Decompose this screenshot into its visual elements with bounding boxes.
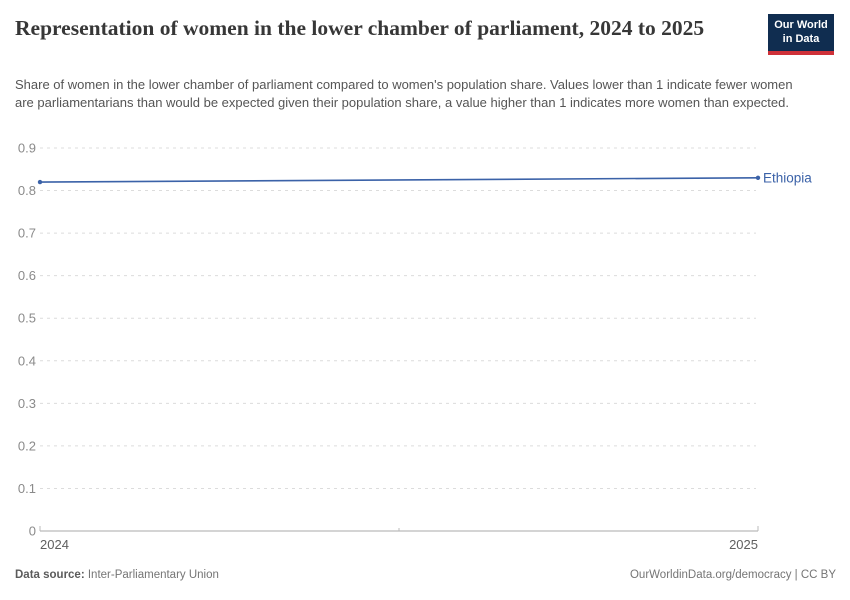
y-tick-label-0.5: 0.5	[18, 311, 36, 326]
attribution: OurWorldinData.org/democracy | CC BY	[629, 569, 836, 581]
data-source-value: Inter-Parliamentary Union	[84, 569, 219, 581]
y-tick-label-0.3: 0.3	[18, 396, 36, 411]
data-source-label: Data source:	[15, 569, 85, 581]
y-tick-label-0.9: 0.9	[18, 141, 36, 156]
y-tick-label-0: 0	[29, 524, 36, 539]
chart-footer: Data source: Inter-Parliamentary Union O…	[15, 569, 836, 581]
series-line-ethiopia[interactable]	[39, 176, 759, 183]
chart-title: Representation of women in the lower cha…	[15, 16, 705, 40]
series-point-ethiopia-1	[755, 175, 761, 180]
owid-logo: Our World in Data	[768, 14, 834, 55]
x-tick-label-2024: 2024	[40, 537, 69, 552]
y-tick-label-0.8: 0.8	[18, 183, 36, 198]
x-tick-label-2025: 2025	[729, 537, 758, 552]
series-label-ethiopia[interactable]: Ethiopia	[763, 170, 812, 185]
y-tick-label-0.7: 0.7	[18, 226, 36, 241]
chart-subtitle: Share of women in the lower chamber of p…	[15, 77, 793, 110]
chart-plot-area: 0 0.1 0.2 0.3 0.4 0.5 0.6 0.7 0.8 0.9 2024 2025 Ethi…	[0, 140, 850, 560]
series-point-ethiopia-0	[37, 179, 43, 185]
data-source: Data source: Inter-Parliamentary Union	[15, 569, 219, 581]
y-tick-label-0.2: 0.2	[18, 438, 36, 453]
y-tick-label-0.6: 0.6	[18, 268, 36, 283]
chart-canvas: 0 0.1 0.2 0.3 0.4 0.5 0.6 0.7 0.8 0.9 2024 2025 Ethi…	[18, 141, 812, 553]
owid-logo-line1: Our World	[774, 19, 828, 31]
y-tick-label-0.4: 0.4	[18, 353, 36, 368]
owid-logo-line2: in Data	[782, 32, 820, 45]
y-tick-label-0.1: 0.1	[18, 481, 36, 496]
